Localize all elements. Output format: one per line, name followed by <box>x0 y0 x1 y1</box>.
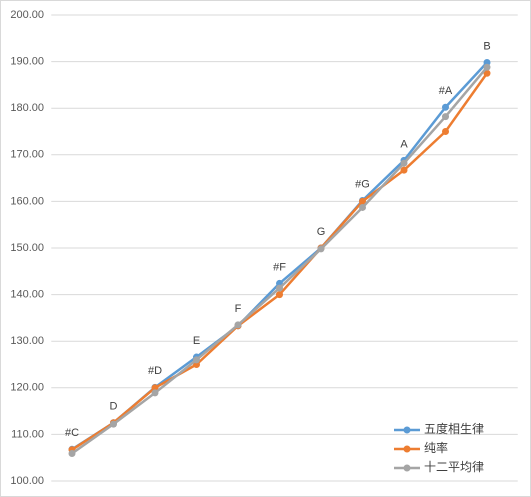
y-tick-label: 150.00 <box>10 242 44 254</box>
point <box>442 103 449 111</box>
point <box>151 384 159 392</box>
category-label: G <box>317 226 326 238</box>
y-tick-label: 200.00 <box>10 9 44 21</box>
y-tick-label: 170.00 <box>10 149 44 161</box>
legend-marker <box>403 464 411 472</box>
category-label: #G <box>355 178 370 190</box>
point <box>400 166 408 174</box>
point <box>442 113 449 121</box>
y-tick-label: 110.00 <box>11 428 44 440</box>
category-label: #F <box>273 261 286 273</box>
point <box>359 203 366 211</box>
point <box>317 245 325 253</box>
point <box>359 197 366 205</box>
y-tick-label: 180.00 <box>10 102 44 114</box>
point <box>483 63 491 71</box>
point <box>234 321 242 329</box>
category-label: #D <box>148 365 162 377</box>
y-tick-label: 160.00 <box>10 195 44 207</box>
point <box>276 291 283 299</box>
legend-label: 纯率 <box>424 440 448 455</box>
category-label: F <box>235 303 242 315</box>
point <box>276 284 283 292</box>
point <box>400 159 408 167</box>
legend-label: 十二平均律 <box>424 460 484 474</box>
category-label: D <box>110 401 118 413</box>
legend-marker <box>403 445 411 453</box>
y-tick-label: 100.00 <box>10 475 44 487</box>
y-tick-label: 130.00 <box>10 335 44 347</box>
y-tick-label: 190.00 <box>10 56 44 68</box>
y-tick-label: 120.00 <box>10 382 44 394</box>
point <box>193 356 200 364</box>
category-label: A <box>400 138 408 150</box>
point <box>68 450 76 458</box>
category-label: #A <box>439 85 453 97</box>
category-label: E <box>193 335 200 347</box>
category-label: #C <box>65 427 79 439</box>
point <box>110 420 117 428</box>
point <box>151 389 159 397</box>
y-tick-label: 140.00 <box>10 289 44 301</box>
legend-label: 五度相生律 <box>424 421 484 436</box>
point <box>483 69 491 77</box>
legend-marker <box>403 426 411 434</box>
category-label: B <box>483 40 490 52</box>
point <box>442 128 449 135</box>
